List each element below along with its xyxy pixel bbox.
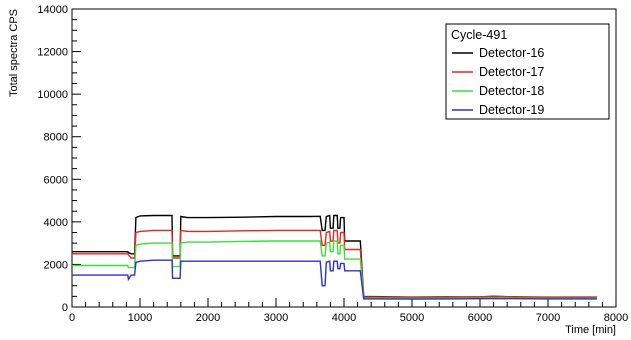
x-tick-label: 4000	[332, 312, 356, 324]
x-axis-ticks: 0 1000 2000 3000 4000 5000 6000 7000 8000	[69, 298, 628, 324]
legend-box	[445, 23, 610, 120]
series-line-detector-19	[72, 259, 597, 300]
y-tick-label: 4000	[44, 217, 68, 229]
y-axis-title: Total spectra CPS	[8, 9, 20, 97]
x-tick-label: 0	[69, 312, 75, 324]
y-tick-label: 12000	[37, 47, 68, 59]
x-tick-label: 6000	[468, 312, 492, 324]
legend-label: Detector-18	[479, 84, 544, 98]
legend-label: Detector-16	[479, 46, 544, 60]
y-tick-label: 0	[62, 302, 68, 314]
y-axis-ticks: 0 2000 4000 6000 8000 10000 12000 14000	[37, 4, 81, 314]
x-tick-label: 8000	[604, 312, 628, 324]
x-tick-label: 5000	[400, 312, 424, 324]
y-tick-label: 10000	[37, 89, 68, 101]
y-tick-label: 14000	[37, 4, 68, 16]
x-tick-label: 2000	[196, 312, 220, 324]
series-line-detector-18	[72, 240, 597, 300]
x-tick-label: 7000	[536, 312, 560, 324]
series-layer	[72, 214, 597, 300]
x-tick-label: 1000	[128, 312, 152, 324]
x-axis-title: Time [min]	[565, 324, 616, 336]
legend-label: Detector-19	[479, 103, 544, 117]
y-tick-label: 2000	[44, 259, 68, 271]
y-tick-label: 6000	[44, 174, 68, 186]
legend-items: Detector-16 Detector-17 Detector-18 Detecto…	[452, 46, 544, 117]
legend-label: Detector-17	[479, 65, 544, 79]
y-tick-label: 8000	[44, 132, 68, 144]
legend: Cycle-491 Detector-16Detector-17Detector…	[445, 23, 610, 120]
series-line-detector-17	[72, 229, 597, 299]
x-tick-label: 3000	[264, 312, 288, 324]
legend-title: Cycle-491	[451, 28, 507, 42]
series-line-detector-16	[72, 214, 597, 298]
